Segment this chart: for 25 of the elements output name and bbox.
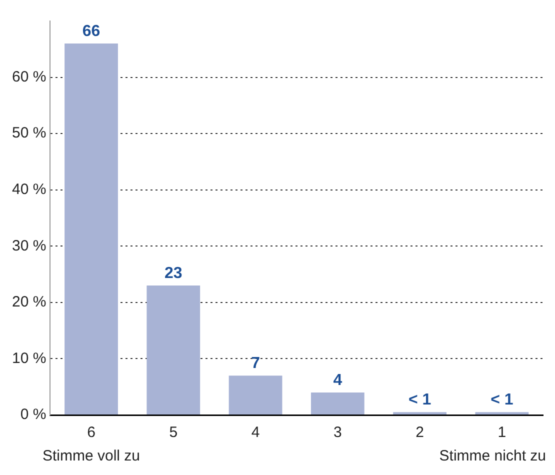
text: Stimme voll zu bbox=[42, 448, 140, 465]
data-label: < 1 bbox=[490, 392, 514, 409]
y-tick-label: 40 % bbox=[12, 181, 46, 198]
text: Stimme nicht zu bbox=[439, 448, 546, 465]
bar bbox=[310, 392, 364, 414]
bar bbox=[146, 286, 200, 414]
x-tick-label: 1 bbox=[498, 424, 506, 442]
data-label: 7 bbox=[251, 355, 260, 372]
y-tick-label: 50 % bbox=[12, 124, 46, 142]
y-tick-label: 30 % bbox=[12, 237, 46, 254]
y-tick-label: 60 % bbox=[12, 68, 46, 86]
y-tick-label: 0 % bbox=[20, 406, 46, 424]
x-tick-label: 5 bbox=[169, 424, 178, 442]
bar bbox=[228, 376, 282, 414]
y-tick-label: 20 % bbox=[12, 294, 46, 311]
x-tick-label: 2 bbox=[416, 424, 424, 442]
data-label: 4 bbox=[333, 372, 342, 389]
data-label: 66 bbox=[82, 22, 100, 40]
bar bbox=[64, 44, 118, 414]
data-label: 23 bbox=[164, 264, 182, 282]
x-tick-label: 3 bbox=[333, 424, 342, 442]
data-label: < 1 bbox=[408, 392, 432, 409]
x-tick-label: 4 bbox=[251, 424, 260, 442]
y-tick-label: 10 % bbox=[12, 350, 46, 367]
x-tick-label: 6 bbox=[87, 424, 96, 442]
